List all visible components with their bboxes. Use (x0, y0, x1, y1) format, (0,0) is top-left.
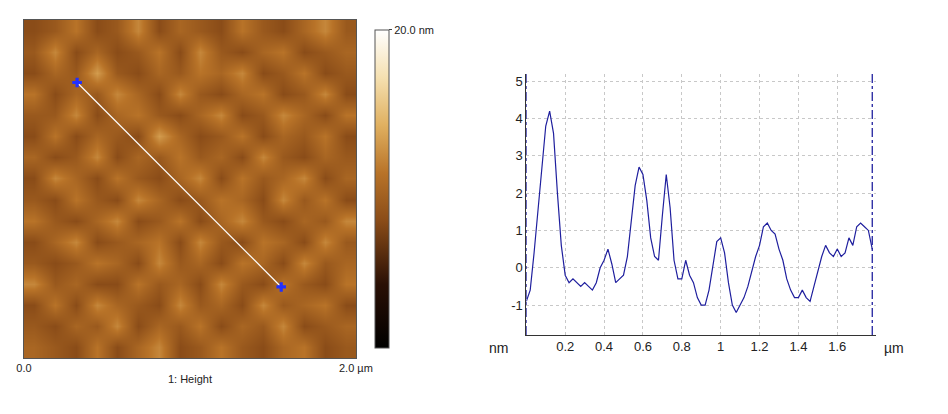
svg-text:1: 1 (717, 339, 724, 354)
svg-text:1: Height: 1: Height (168, 373, 212, 385)
svg-text:0.2: 0.2 (556, 339, 574, 354)
svg-text:3: 3 (515, 148, 522, 163)
svg-text:2.0 µm: 2.0 µm (339, 362, 373, 374)
svg-text:1.4: 1.4 (789, 339, 807, 354)
svg-text:1: 1 (515, 223, 522, 238)
svg-text:0.4: 0.4 (595, 339, 613, 354)
svg-text:2: 2 (515, 186, 522, 201)
svg-text:20.0 nm: 20.0 nm (394, 24, 434, 36)
svg-text:0: 0 (515, 260, 522, 275)
svg-text:5: 5 (515, 74, 522, 89)
svg-text:0.6: 0.6 (634, 339, 652, 354)
svg-text:0.8: 0.8 (673, 339, 691, 354)
svg-text:µm: µm (884, 340, 904, 356)
svg-text:nm: nm (489, 340, 508, 356)
svg-text:1.2: 1.2 (751, 339, 769, 354)
svg-text:-1: -1 (511, 298, 523, 313)
svg-text:1.6: 1.6 (828, 339, 846, 354)
svg-text:4: 4 (515, 111, 522, 126)
svg-text:0.0: 0.0 (16, 362, 31, 374)
